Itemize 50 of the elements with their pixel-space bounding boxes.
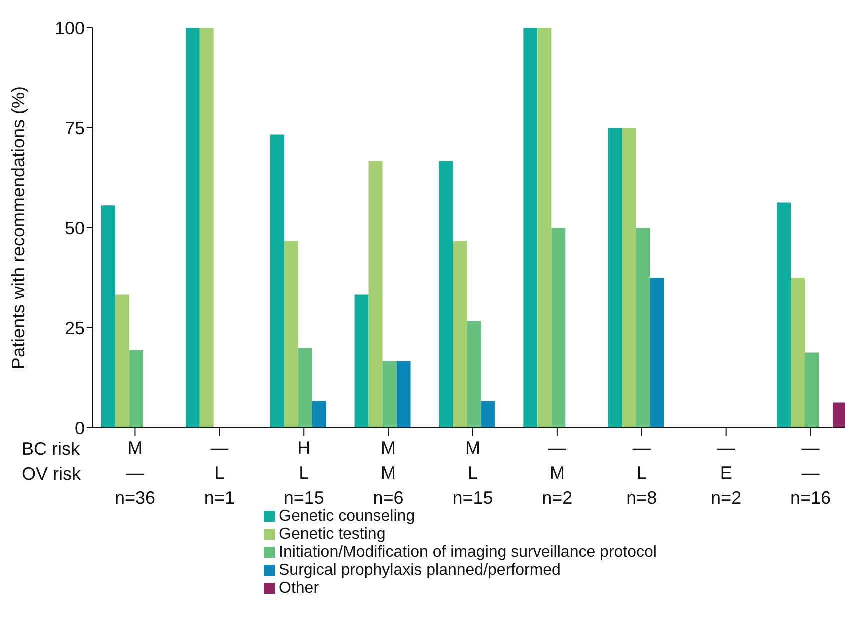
bar (368, 161, 383, 428)
bar (467, 321, 482, 428)
x-tick-label: M L n=15 (452, 438, 494, 508)
x-tick-label: M M n=6 (373, 438, 404, 508)
bar (439, 161, 454, 428)
legend-label: Initiation/Modification of imaging surveillance protocol (279, 544, 657, 561)
bar (791, 278, 805, 428)
bar (608, 128, 622, 428)
bar (805, 352, 819, 428)
legend-label: Genetic testing (279, 526, 386, 543)
bar (538, 28, 552, 428)
bar (777, 202, 791, 428)
bar (622, 128, 636, 428)
bar (453, 241, 468, 428)
x-tick-label: — L n=8 (626, 438, 658, 508)
bar (115, 294, 130, 428)
bar (101, 206, 116, 428)
bar (524, 28, 538, 428)
bar (396, 361, 411, 428)
text: OV risk (22, 464, 82, 485)
x-tick-label: H L n=15 (284, 438, 324, 508)
bar (833, 402, 845, 428)
x-tick-label: — — n=16 (790, 438, 832, 508)
y-tick-label: 75 (64, 118, 85, 138)
bar (636, 228, 650, 428)
x-tick-label: — L n=1 (204, 438, 235, 508)
bar (312, 401, 326, 428)
bar (284, 241, 298, 428)
y-tick-label: 0 (74, 418, 85, 438)
legend-label: Surgical prophylaxis planned/performed (279, 562, 561, 579)
bar (481, 401, 496, 428)
y-tick-label: 100 (54, 18, 85, 38)
legend-label: Other (279, 580, 320, 597)
legend-label: Genetic counseling (279, 508, 416, 525)
y-tick-label: 50 (64, 218, 85, 238)
y-tick-label: 25 (64, 318, 85, 338)
bar (186, 28, 200, 428)
bar (382, 361, 397, 428)
bar (200, 28, 214, 428)
bar (298, 348, 312, 428)
bar (129, 350, 144, 428)
x-tick-label: M — n=36 (114, 438, 156, 508)
y-axis-title: Patients with recommendations (%) (8, 86, 28, 370)
bar (650, 278, 664, 428)
x-tick-label: — E n=2 (711, 438, 742, 508)
bar (552, 228, 566, 428)
text: BC risk (22, 439, 80, 460)
bar (270, 134, 284, 428)
x-tick-label: — M n=2 (542, 438, 573, 508)
bar (354, 294, 369, 428)
